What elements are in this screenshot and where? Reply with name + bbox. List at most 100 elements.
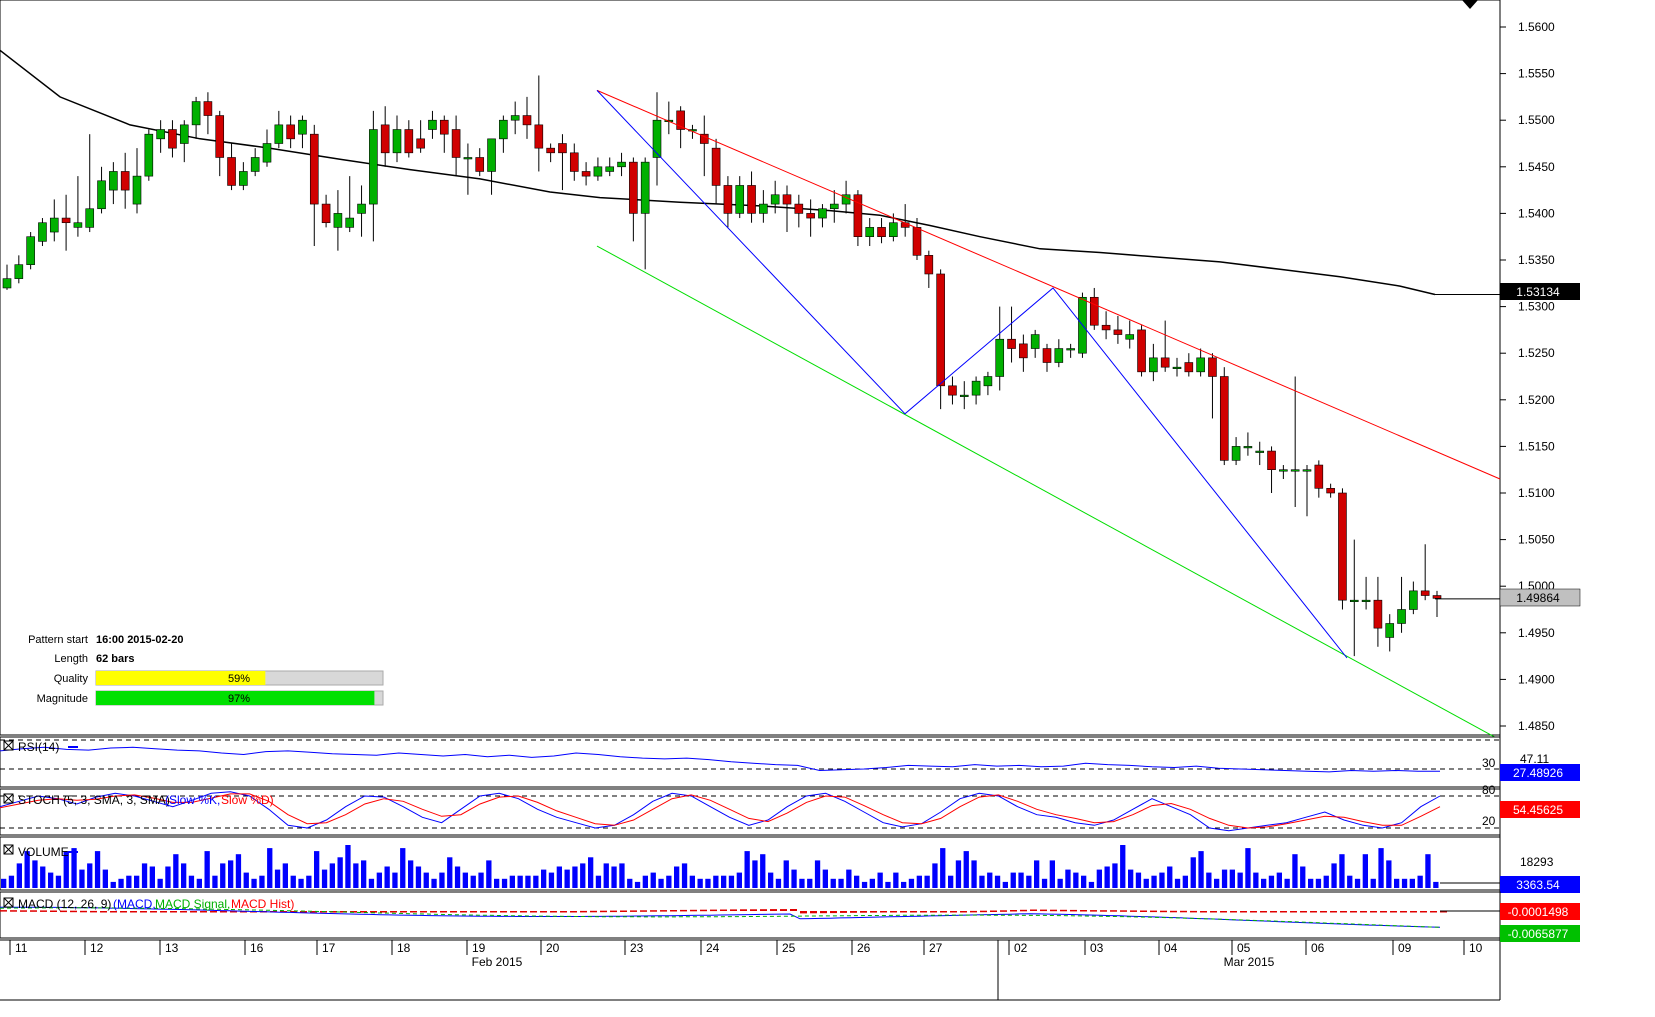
price-tick-label: 1.5350 (1518, 253, 1555, 267)
volume-bar (40, 866, 46, 888)
macd-hist-bar (1370, 911, 1377, 913)
macd-hist-bar (1170, 910, 1177, 913)
candle-bullish (605, 166, 615, 172)
volume-bar (1026, 875, 1032, 888)
macd-hist-bar (1390, 911, 1397, 913)
macd-hist-bar (650, 910, 657, 912)
candle-bullish (274, 124, 284, 144)
macd-hist-bar (410, 911, 417, 913)
quality-percent: 59% (228, 673, 250, 685)
volume-bar (1120, 845, 1126, 888)
volume-bar (1034, 860, 1040, 888)
rsi-level-30: 30 (1482, 756, 1496, 770)
volume-bar (564, 869, 570, 888)
volume-bar (1041, 878, 1048, 888)
candle-bearish (1432, 595, 1442, 599)
volume-bar (251, 878, 257, 888)
volume-bar (1190, 857, 1196, 888)
volume-bar (220, 863, 226, 888)
volume-bar (384, 866, 390, 888)
candle-bearish (936, 273, 945, 387)
macd-hist-bar (230, 911, 237, 913)
candle-bearish (723, 185, 733, 214)
volume-bar (1104, 866, 1110, 888)
macd-hist-bar (1100, 910, 1107, 912)
volume-bar (1057, 878, 1063, 888)
price-tick-label: 1.5050 (1518, 533, 1555, 547)
day-label: 26 (857, 941, 871, 955)
macd-hist-bar (580, 910, 587, 913)
volume-bars (1, 845, 1439, 888)
candle-bullish (617, 161, 626, 168)
volume-bar (1433, 881, 1439, 888)
day-label: 09 (1398, 941, 1412, 955)
candle-bullish (959, 394, 969, 397)
macd-hist-bar (1210, 911, 1217, 913)
macd-hist-bar (310, 911, 317, 913)
month-label: Mar 2015 (1224, 955, 1275, 969)
volume-bar (157, 878, 163, 888)
pattern-start-label: Pattern start (28, 634, 88, 646)
macd-hist-bar (1190, 910, 1197, 913)
volume-bar (204, 851, 210, 888)
day-label: 02 (1014, 941, 1028, 955)
candle-bullish (487, 138, 496, 172)
volume-bar (321, 869, 328, 888)
candle-bearish (711, 147, 721, 186)
macd-hist-bar (90, 910, 97, 913)
candle-bearish (215, 115, 225, 158)
macd-hist-bar (1160, 910, 1167, 913)
candle-bearish (1373, 599, 1383, 629)
macd-signal-label: MACD Signal, (155, 897, 230, 911)
macd-hist-bar (1360, 911, 1367, 913)
macd-hist-bar (150, 911, 157, 913)
macd-hist-bar (510, 911, 517, 913)
macd-hist-bar (30, 910, 37, 912)
macd-hist-bar (550, 911, 557, 913)
volume-bar (368, 878, 375, 888)
macd-hist-bar (940, 911, 947, 913)
volume-bar (1151, 875, 1157, 888)
volume-bar (642, 875, 648, 888)
macd-hist-bar (50, 910, 57, 912)
magnitude-label: Magnitude (37, 693, 88, 705)
length-label: Length (54, 653, 88, 665)
volume-bar (87, 863, 93, 888)
macd-hist-bar (70, 910, 77, 913)
price-tick-label: 1.4950 (1518, 626, 1555, 640)
volume-bar (431, 878, 437, 888)
volume-bar (212, 875, 218, 888)
volume-bar (721, 875, 727, 888)
volume-bar (987, 872, 993, 888)
day-label: 12 (90, 941, 104, 955)
candle-bullish (109, 171, 118, 191)
macd-hist-bar (1050, 909, 1057, 912)
volume-bar (345, 845, 351, 888)
volume-bar (400, 848, 406, 888)
volume-bar (1347, 875, 1353, 888)
macd-hist-bar (60, 910, 67, 913)
candle-bullish (463, 157, 473, 160)
macd-hist-bar (1090, 910, 1097, 912)
candle-bearish (924, 255, 934, 275)
volume-bar (24, 851, 30, 888)
volume-bar (705, 878, 711, 888)
candle-bearish (203, 101, 213, 116)
volume-bar (306, 875, 312, 888)
macd-hist-bar (740, 909, 747, 911)
scroll-indicator-icon[interactable] (1462, 0, 1478, 9)
macd-hist-bar (800, 911, 807, 914)
macd-hist-bar (710, 909, 717, 912)
macd-hist-bar (840, 911, 847, 913)
volume-bar (650, 872, 656, 888)
length-value: 62 bars (96, 653, 135, 665)
volume-bar (940, 848, 946, 888)
macd-hist-bar (420, 911, 427, 913)
macd-hist-bar (970, 910, 977, 913)
volume-bar (963, 851, 969, 888)
volume-bar (697, 878, 703, 888)
volume-bar (838, 878, 844, 888)
candle-bearish (1101, 324, 1111, 331)
time-axis: 11 12 13 16 17 18 19 20 23 24 25 26 27 02 03 04 05 06 09 10… (0, 939, 1500, 1001)
day-label: 04 (1164, 941, 1178, 955)
